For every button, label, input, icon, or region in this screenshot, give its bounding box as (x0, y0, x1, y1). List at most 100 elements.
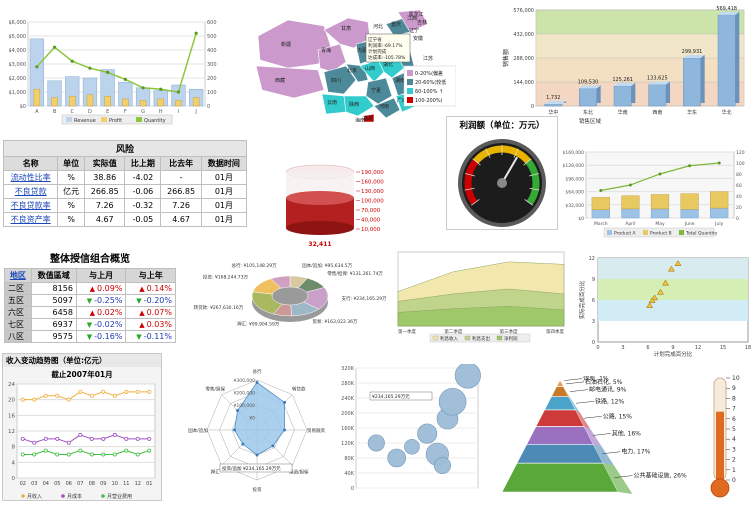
c3-y-tick: 144,000 (513, 80, 534, 86)
overview-card: 整体授信组合概览 地区 数值區域 与上月 与上年 二区 8156 ▲ 0.09% ▲ 0.14%… (4, 250, 176, 343)
c6-tick (523, 158, 532, 166)
c14-y-tick: 120K (341, 441, 355, 447)
table-row: 流动性比率% 38.86 -4.02-01月 (2, 170, 248, 185)
c1-profit-bar (51, 97, 58, 107)
c14-y-tick: 160K (341, 426, 355, 432)
c3-value-label: 125,261 (612, 77, 633, 83)
c7-y-tick: $96,000 (565, 176, 584, 182)
c2-province-label: 青海 (321, 47, 331, 54)
c14-y-tick: 280K (341, 381, 355, 387)
c5-bottom (286, 221, 354, 235)
c11-x-tick: 9 (671, 345, 674, 351)
c15-label: 煤炭, 1% (583, 376, 609, 383)
c3-value-label: 109,530 (578, 79, 599, 85)
c2-province-label: 吉林 (417, 19, 427, 26)
c14-bubble (438, 387, 467, 416)
risk-item-link[interactable]: 不良资产率 (2, 212, 59, 227)
table-cell: -4.02 (124, 170, 162, 185)
overview-col-header[interactable]: 地区 (4, 268, 32, 283)
c12-y-tick: 4 (12, 460, 16, 466)
change-value: 0.14% (146, 284, 172, 293)
change-value: -0.20% (143, 296, 172, 305)
risk-item-link[interactable]: 不良贷款 (2, 184, 59, 199)
c1-profit-bar (175, 100, 182, 107)
bubble-chart: 0 40K 80K 120K 160K 200K 240K 280K 320K ¥234,165.… (341, 364, 481, 492)
c1-profit-bar (69, 95, 76, 107)
c15-layer (516, 444, 604, 464)
c6-tick (471, 199, 480, 206)
c13-tick: ¥200,000 (234, 391, 256, 397)
c7-y2-tick: 20 (736, 205, 742, 211)
overview-col-header: 数值區域 (30, 268, 77, 283)
c11-x-tick: 0 (596, 345, 599, 351)
c7-y-tick: $64,000 (565, 190, 584, 196)
c3-y-tick: 0 (531, 104, 534, 110)
c5-tick: 160,000 (361, 180, 384, 186)
c11-point (667, 265, 675, 272)
c12-x-tick: 05 (54, 481, 60, 487)
table-cell: 八区 (4, 330, 32, 343)
table-row: 不良贷款 亿元 266.85 -0.06 266.85 01月 (2, 184, 248, 199)
arrow-up-icon: ▲ (89, 285, 96, 293)
c2-tooltip-line: 达成率:-105.78% (368, 54, 406, 61)
c16-tick: 2 (732, 457, 736, 464)
c12-series-point (135, 452, 140, 457)
table-cell: % (57, 212, 85, 227)
c14-bubble (417, 423, 438, 444)
c2-province-label: 宁夏 (371, 87, 381, 94)
c7-legend-label: Product A (614, 231, 637, 237)
c12-x-tick: 01 (146, 481, 152, 487)
c1-legend-box (61, 114, 173, 125)
c2-legend-swatch (407, 79, 413, 85)
c7-legend-label: Product B (650, 231, 672, 237)
c3-bar-top (648, 81, 670, 85)
c15-leader (614, 475, 633, 478)
c11-x-tick: 15 (720, 345, 726, 351)
c11-y-tick: 3 (592, 319, 595, 325)
c12-x-tick: 09 (100, 481, 106, 487)
c1-x-tick: D (88, 109, 92, 115)
c12-x-tick: 07 (77, 481, 83, 487)
risk-item-link[interactable]: 不良贷款率 (2, 198, 59, 213)
c1-quantity-point (176, 90, 181, 94)
risk-item-link[interactable]: 流动性比率 (2, 170, 59, 185)
c1-y2-tick: 200 (207, 76, 217, 82)
c10-legend-label: 利息收入 (440, 335, 458, 342)
c3-ylabel: 销售额 (502, 49, 510, 67)
product-combo-chart: $0 $32,000 $64,000 $96,000 $128,000 $160,000 0… (563, 150, 745, 238)
c1-legend: Revenue Profit Quantity (61, 114, 173, 125)
c7-y-tick: $0 (578, 216, 584, 222)
c16-tick: 1 (732, 467, 736, 474)
c12-series-point (101, 389, 106, 394)
c15-marks: 煤炭, 1%石油石化, 5%邮电通讯, 9% 铁路, 12% 公路, 15% 其他, … (501, 376, 687, 494)
c7-legend-swatch (607, 230, 612, 235)
income-trend-card: 收入变动趋势图（单位:亿元） 截止2007年01月 0 4 8 12 16 20 24 02 0… (2, 353, 162, 501)
c7-product-b-bar (621, 195, 640, 210)
table-cell: ▲ 0.14% (125, 282, 176, 295)
sales-region-column-chart: 0 144,000 288,000 432,000 576,000 销售额 1,732 华中 1… (502, 6, 745, 125)
arrow-up-icon: ▲ (139, 285, 145, 293)
c1-y2-tick: 300 (207, 62, 217, 68)
c15-leader (570, 389, 589, 392)
c3-marks: 0 144,000 288,000 432,000 576,000 销售额 1,732 华中 1… (502, 6, 745, 125)
c6-tick (465, 173, 475, 177)
table-cell: 7.26 (83, 198, 126, 213)
c14-marks: 0 40K 80K 120K 160K 200K 240K 280K 320K ¥234,165.… (341, 364, 481, 492)
c3-bar-side (631, 82, 636, 103)
c6-tick (464, 187, 475, 191)
c2-province-2 (317, 43, 347, 73)
c3-bar-side (666, 81, 670, 103)
c1-y-tick: $5,000 (9, 34, 27, 40)
risk-table-body: 流动性比率% 38.86 -4.02-01月 不良贷款 亿元 266.85 -0.06 266… (2, 170, 248, 227)
c3-bar-top (683, 55, 705, 59)
c2-province-10 (343, 95, 375, 117)
c12-x-tick: 04 (43, 481, 49, 487)
c3-value-label: 133,625 (647, 76, 668, 82)
c2-legend: 0-20%(偏差 20-60%(较低 60-100% ↑ 100-200%( (403, 65, 456, 107)
c1-y2-tick: 400 (207, 48, 217, 54)
table-cell: -0.32 (124, 198, 162, 213)
c3-x-tick: 华东 (687, 109, 697, 116)
c1-x-tick: F (124, 109, 127, 115)
c12-series-point (78, 432, 83, 437)
